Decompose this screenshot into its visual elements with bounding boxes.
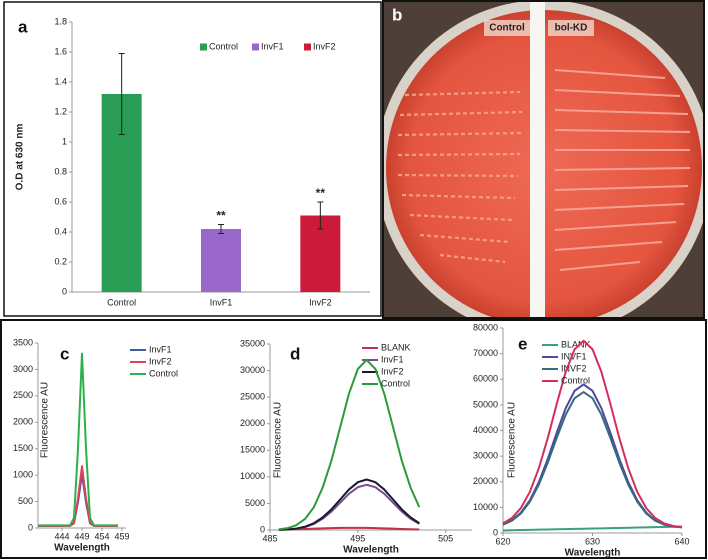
y-tick-label: 25000 [240, 392, 265, 402]
legend-label: INVF2 [561, 363, 587, 373]
bar [201, 229, 241, 292]
y-tick-label: 10000 [240, 471, 265, 481]
y-tick-label: 0.4 [54, 226, 67, 236]
x-tick-label: 640 [674, 536, 689, 546]
y-tick-label: 500 [18, 496, 33, 506]
series-line [502, 391, 683, 529]
y-tick-label: 1.8 [54, 16, 67, 26]
legend-label: Control [381, 378, 410, 388]
y-tick-label: 0.6 [54, 196, 67, 206]
series-line [278, 358, 421, 531]
y-tick-label: 1 [62, 136, 67, 146]
y-tick-label: 35000 [240, 338, 265, 348]
series-line [502, 339, 683, 529]
legend-swatch [252, 43, 259, 51]
y-tick-label: 40000 [473, 425, 498, 435]
y-tick-label: 3500 [13, 337, 33, 347]
panel-letter: a [18, 17, 28, 36]
y-tick-label: 0.2 [54, 256, 67, 266]
y-tick-label: 3000 [13, 364, 33, 374]
series-line [278, 478, 420, 531]
legend-swatch [200, 43, 207, 51]
panel-letter: e [518, 334, 527, 353]
colonies-left [397, 90, 523, 264]
legend-label: InvF1 [149, 344, 172, 354]
x-tick-label: InvF2 [309, 297, 332, 307]
photo-frame [382, 0, 705, 319]
legend-swatch [304, 43, 311, 51]
legend-label: INVF1 [561, 351, 587, 361]
y-tick-label: 0 [28, 522, 33, 532]
legend-label: BLANK [561, 339, 591, 349]
y-tick-label: 1.4 [54, 76, 67, 86]
y-tick-label: 2500 [13, 390, 33, 400]
panel-letter: c [60, 344, 69, 363]
y-tick-label: 20000 [473, 476, 498, 486]
legend-label: InvF1 [261, 41, 284, 51]
x-tick-label: Control [107, 297, 136, 307]
legend-label: Control [149, 368, 178, 378]
y-tick-label: 0.8 [54, 166, 67, 176]
y-tick-label: 1500 [13, 443, 33, 453]
colonies-right [554, 69, 691, 271]
panel-frame [3, 1, 382, 317]
y-axis-title: Fluorescence AU [507, 402, 518, 478]
y-tick-label: 70000 [473, 348, 498, 358]
x-tick-label: 485 [262, 533, 277, 543]
y-tick-label: 1000 [13, 470, 33, 480]
legend-label: Control [209, 41, 238, 51]
label-backdrop [548, 20, 594, 36]
x-tick-label: 505 [438, 533, 453, 543]
divider [530, 2, 545, 317]
legend-label: InvF1 [381, 354, 404, 364]
series-line [38, 352, 118, 527]
x-axis-title: Wavelength [343, 545, 399, 556]
y-tick-label: 0 [493, 527, 498, 537]
y-tick-label: 60000 [473, 374, 498, 384]
x-axis-title: Wavelength [54, 543, 110, 554]
label-backdrop [484, 20, 530, 36]
photo-label: bol-KD [555, 23, 588, 34]
significance-label: ** [216, 209, 226, 223]
y-axis-title: O.D at 630 nm [15, 124, 26, 191]
y-tick-label: 1.6 [54, 46, 67, 56]
legend-label: InvF2 [313, 41, 336, 51]
y-tick-label: 20000 [240, 418, 265, 428]
x-axis-title: Wavelength [565, 548, 621, 559]
y-tick-label: 50000 [473, 399, 498, 409]
series-line [278, 526, 420, 531]
y-axis-title: Fluorescence AU [273, 402, 284, 478]
panel-frame [0, 319, 707, 559]
y-tick-label: 80000 [473, 322, 498, 332]
series-line [502, 525, 683, 532]
y-tick-label: 15000 [240, 445, 265, 455]
photo [384, 2, 703, 317]
legend-label: InvF2 [381, 366, 404, 376]
y-tick-label: 5000 [245, 498, 265, 508]
x-tick-label: InvF1 [210, 297, 233, 307]
y-tick-label: 2000 [13, 417, 33, 427]
x-tick-label: 459 [114, 531, 129, 541]
y-tick-label: 0 [62, 286, 67, 296]
y-tick-label: 1.2 [54, 106, 67, 116]
x-tick-label: 630 [585, 536, 600, 546]
legend-label: Control [561, 375, 590, 385]
panel-letter: d [290, 344, 300, 363]
y-tick-label: 30000 [473, 451, 498, 461]
x-tick-label: 495 [350, 533, 365, 543]
photo-label: Control [489, 23, 525, 34]
y-tick-label: 30000 [240, 365, 265, 375]
y-axis-title: Fluorescence AU [40, 382, 51, 458]
x-tick-label: 444 [54, 531, 69, 541]
x-tick-label: 449 [74, 531, 89, 541]
panel-letter: b [392, 5, 402, 24]
x-tick-label: 454 [94, 531, 109, 541]
legend-label: BLANK [381, 342, 411, 352]
significance-label: ** [316, 186, 326, 200]
x-tick-label: 620 [495, 536, 510, 546]
legend-label: InvF2 [149, 356, 172, 366]
y-tick-label: 10000 [473, 502, 498, 512]
y-tick-label: 0 [260, 524, 265, 534]
